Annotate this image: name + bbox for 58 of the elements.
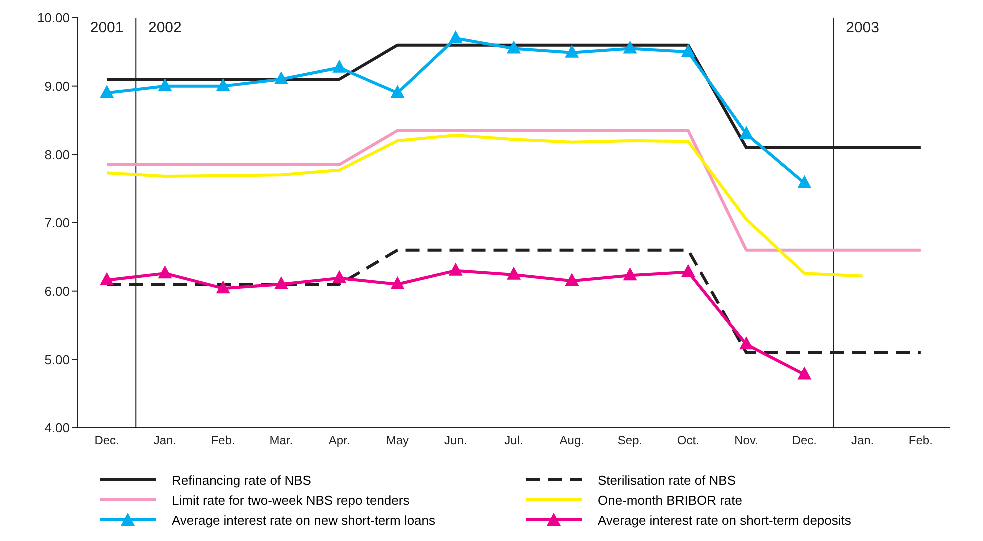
point xyxy=(448,262,463,276)
legend-label: Average interest rate on new short-term loans xyxy=(172,512,436,528)
x-tick-label: Feb. xyxy=(211,434,236,448)
x-tick-label: Sep. xyxy=(618,434,643,448)
x-tick-label: Dec. xyxy=(792,434,818,448)
x-tick-label: Mar. xyxy=(270,434,294,448)
point xyxy=(740,336,754,350)
legend-label: Sterilisation rate of NBS xyxy=(598,472,736,488)
x-tick-label: Jul. xyxy=(504,434,524,448)
point xyxy=(158,78,172,92)
y-tick-label: 8.00 xyxy=(44,147,70,162)
point xyxy=(332,270,347,284)
point xyxy=(681,264,696,278)
point xyxy=(390,85,405,98)
x-tick-label: Feb. xyxy=(908,434,933,448)
point xyxy=(448,30,463,44)
legend-label: Refinancing rate of NBS xyxy=(172,472,312,488)
point xyxy=(623,268,638,281)
point xyxy=(158,266,172,279)
x-tick-label: May xyxy=(386,434,410,448)
y-tick-label: 6.00 xyxy=(44,284,70,299)
x-tick-label: Jan. xyxy=(154,434,177,448)
x-tick-label: Nov. xyxy=(734,434,758,448)
y-tick-label: 10.00 xyxy=(37,10,70,26)
point xyxy=(565,273,580,286)
annotation: 2002 xyxy=(148,20,182,37)
x-tick-label: Apr. xyxy=(328,434,350,448)
point xyxy=(390,276,405,290)
point xyxy=(798,366,812,380)
point xyxy=(216,78,230,92)
x-tick-label: Jan. xyxy=(851,434,874,448)
line-series xyxy=(106,134,864,278)
y-tick-label: 4.00 xyxy=(44,420,70,436)
point xyxy=(100,272,114,286)
x-tick-label: Dec. xyxy=(94,434,120,448)
legend-label: One-month BRIBOR rate xyxy=(598,492,742,508)
legend-label: Average interest rate on short-term deposits xyxy=(598,512,852,528)
point xyxy=(740,126,754,140)
point xyxy=(274,276,288,290)
x-tick-label: Aug. xyxy=(560,434,584,448)
annotation: 2001 xyxy=(90,20,124,37)
point xyxy=(100,85,114,98)
point xyxy=(798,175,812,188)
point xyxy=(507,266,521,280)
point xyxy=(681,44,696,58)
y-tick-label: 9.00 xyxy=(44,78,70,94)
point xyxy=(332,60,347,73)
point xyxy=(216,280,230,294)
point xyxy=(623,40,638,54)
x-tick-label: Jun. xyxy=(444,434,468,448)
y-tick-label: 7.00 xyxy=(44,216,70,231)
annotation: 2003 xyxy=(846,20,880,37)
x-tick-label: Oct. xyxy=(677,434,700,448)
y-tick-label: 5.00 xyxy=(44,352,70,368)
legend-label: Limit rate for two-week NBS repo tenders xyxy=(172,492,410,508)
point xyxy=(507,40,521,54)
point xyxy=(274,72,288,84)
point xyxy=(565,44,580,58)
